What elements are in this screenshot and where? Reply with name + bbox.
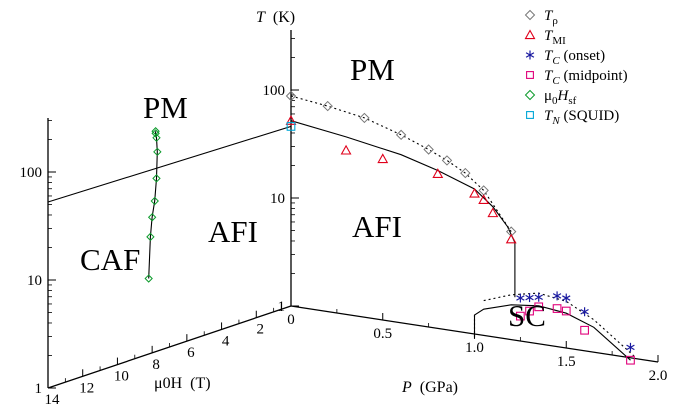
t_mi-point <box>377 153 389 164</box>
field-axis-label: μ0H (T) <box>154 375 211 392</box>
t_n-point <box>286 122 296 131</box>
legend-label-h_sf: μ0Hsf <box>544 88 577 107</box>
region-label-afi-pressure: AFI <box>352 209 402 244</box>
t_mi-point <box>285 115 297 125</box>
temperature-axis-label: T (K) <box>256 9 295 26</box>
field-axis-label-unit: (T) <box>190 375 210 392</box>
tc_onset-point <box>580 307 589 317</box>
field-tick-label: 12 <box>79 380 94 396</box>
phase-boundaries <box>47 95 635 361</box>
temperature-axis-label-var: T <box>256 9 266 26</box>
temperature-tick-label: 100 <box>20 165 43 181</box>
t_rho-point <box>423 144 434 155</box>
h_sf-point <box>150 196 159 206</box>
legend-label-tc_onset: TC (onset) <box>544 48 605 67</box>
t_rho-point <box>359 112 370 124</box>
t_rho-point <box>322 100 333 112</box>
pressure-tick-label: 1.0 <box>465 340 484 356</box>
sc-midpoint-dome-line <box>473 304 631 361</box>
field-axis-label-var: μ0H <box>154 375 183 392</box>
t_rho-point <box>441 155 453 166</box>
pressure-axis-label-unit: (GPa) <box>420 379 458 396</box>
tc_onset-point <box>562 293 571 303</box>
tc_onset-point <box>534 292 543 302</box>
region-label-pm-pressure: PM <box>350 52 395 87</box>
tc_mid-point <box>561 306 571 316</box>
pressure-tick-label: 0 <box>287 312 295 328</box>
tc_onset-point <box>525 293 534 303</box>
field-tick-label: 8 <box>152 357 160 373</box>
h_sf-point <box>144 274 153 283</box>
tc_mid-point <box>626 355 635 365</box>
tc_onset-point <box>626 342 635 352</box>
sc-onset-dome-line <box>483 292 635 357</box>
field-tick-label: 4 <box>222 333 230 349</box>
h_sf-point <box>151 129 160 138</box>
pressure-axis-label-var: P <box>401 379 412 396</box>
data-markers <box>144 9 635 365</box>
legend-label-t_rho: Tρ <box>544 8 558 27</box>
axis-ticks <box>47 38 659 389</box>
pressure-axis-label: P (GPa) <box>401 379 458 396</box>
h_sf-point <box>146 232 155 242</box>
legend-marker-h_sf <box>524 89 536 101</box>
h_sf-point <box>147 213 157 222</box>
legend-marker-tc_mid <box>526 71 534 79</box>
legend-marker-t_n <box>526 111 534 119</box>
tc_onset-point <box>552 291 562 301</box>
h_sf-point <box>153 147 162 157</box>
tc_mid-point <box>552 304 562 313</box>
legend-marker-tc_onset <box>525 50 535 60</box>
pressure-tick-label: 1.5 <box>557 354 576 370</box>
field-tick-label: 6 <box>187 345 195 361</box>
tc_mid-point <box>534 302 544 312</box>
tc_mid-point <box>515 311 525 321</box>
mi-transition-line <box>290 120 516 243</box>
resistivity-transition-line <box>290 95 512 232</box>
t_rho-point <box>505 226 517 237</box>
region-label-sc: SC <box>508 298 546 333</box>
neel-transition-line <box>47 125 292 203</box>
tc_onset-point <box>516 293 525 303</box>
t_rho-point <box>395 129 407 141</box>
temperature-tick-label: 100 <box>263 83 286 99</box>
h_sf-point <box>152 174 161 183</box>
field-tick-label: 2 <box>257 322 265 338</box>
t_mi-point <box>432 168 444 178</box>
tc_mid-point <box>580 325 589 335</box>
t_mi-point <box>487 207 499 218</box>
t_mi-point <box>505 233 517 244</box>
t_mi-point <box>478 194 490 204</box>
field-tick-label: 14 <box>45 392 61 407</box>
field-tick-label: 10 <box>114 369 129 385</box>
temperature-tick-label: 1 <box>278 299 286 315</box>
legend-marker-t_mi <box>524 29 536 40</box>
t_mi-point <box>469 187 480 198</box>
region-label-pm-field: PM <box>143 90 188 125</box>
region-label-caf: CAF <box>80 242 140 277</box>
temperature-tick-label: 10 <box>27 273 42 289</box>
temperature-axis-label-unit: (K) <box>273 9 295 26</box>
legend-label-t_n: TN (SQUID) <box>544 108 619 127</box>
legend-label-tc_mid: TC (midpoint) <box>544 68 628 87</box>
t_rho-point <box>460 167 471 179</box>
tick-labels: 1 1 10 10 100 100 0 0.5 1.0 1.5 2.0 2 4 6 8 10 12 14 <box>20 83 668 407</box>
tc_mid-point <box>525 306 534 316</box>
t_rho-point <box>478 185 489 196</box>
pressure-tick-label: 0.5 <box>373 326 392 342</box>
t_rho-point <box>285 90 297 102</box>
legend-label-t_mi: TMI <box>544 28 566 47</box>
pressure-tick-label: 2.0 <box>649 368 668 384</box>
temperature-tick-label: 1 <box>35 381 43 397</box>
temperature-tick-label: 10 <box>270 191 285 207</box>
t_mi-point <box>340 144 352 155</box>
h_sf-point <box>152 133 161 143</box>
region-label-afi-field: AFI <box>208 214 258 249</box>
legend-marker-t_rho <box>524 9 536 21</box>
